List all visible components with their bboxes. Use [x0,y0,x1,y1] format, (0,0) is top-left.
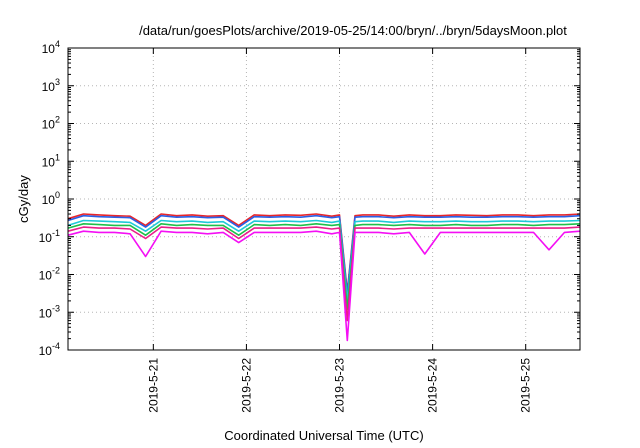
y-tick-exponent: 1 [55,152,60,162]
series-line-3 [67,219,581,302]
x-axis: 2019-5-21 2019-5-22 2019-5-23 2019-5-24 2019… [146,48,533,413]
chart-title: /data/run/goesPlots/archive/2019-05-25/1… [139,23,567,38]
y-tick-label: 10-4 [39,341,60,358]
y-tick-base: 10 [39,344,53,358]
y-tick-label: 103 [42,77,60,94]
y-tick-base: 10 [39,269,53,283]
y-tick-label: 104 [42,39,60,56]
y-tick-exponent: 3 [55,77,60,87]
y-tick-label: 10-2 [39,266,60,283]
x-tick-label: 2019-5-21 [146,358,160,413]
series-line-1 [67,213,581,293]
grid-lines [68,48,580,350]
y-axis-label: cGy/day [16,175,31,223]
y-tick-exponent: -4 [52,341,60,351]
y-tick-label: 10-3 [39,303,60,320]
x-tick-label: 2019-5-24 [426,358,440,413]
y-tick-exponent: 4 [55,39,60,49]
series-line-2 [67,214,581,296]
y-tick-exponent: -3 [52,303,60,313]
y-tick-label: 101 [42,152,60,169]
x-axis-label: Coordinated Universal Time (UTC) [224,428,423,443]
y-tick-exponent: -1 [52,228,60,238]
y-tick-exponent: 0 [55,190,60,200]
series-line-6 [67,230,581,342]
y-tick-base: 10 [39,306,53,320]
y-tick-base: 10 [42,42,56,56]
y-tick-exponent: 2 [55,115,60,125]
y-tick-base: 10 [42,155,56,169]
y-tick-base: 10 [39,231,53,245]
y-tick-label: 10-1 [39,228,60,245]
series-layer [67,213,581,342]
y-tick-base: 10 [42,80,56,94]
y-tick-base: 10 [42,193,56,207]
y-tick-base: 10 [42,118,56,132]
y-tick-label: 102 [42,115,60,132]
x-tick-label: 2019-5-25 [519,358,533,413]
x-tick-label: 2019-5-23 [333,358,347,413]
series-line-4 [67,223,581,311]
x-tick-label: 2019-5-22 [239,358,253,413]
series-line-5 [67,226,581,322]
y-tick-exponent: -2 [52,266,60,276]
y-tick-label: 100 [42,190,60,207]
